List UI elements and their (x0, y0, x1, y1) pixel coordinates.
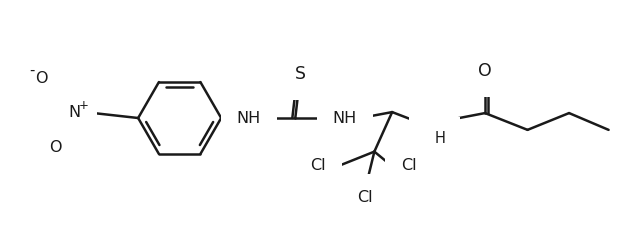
Text: N: N (69, 104, 81, 119)
Text: +: + (79, 99, 89, 112)
Text: Cl: Cl (401, 158, 417, 173)
Text: -: - (29, 63, 35, 78)
Text: O: O (35, 71, 47, 86)
Text: NH: NH (333, 110, 357, 125)
Text: O: O (478, 62, 492, 79)
Text: H: H (434, 131, 445, 146)
Text: Cl: Cl (356, 190, 372, 205)
Text: Cl: Cl (310, 158, 326, 173)
Text: O: O (49, 140, 61, 155)
Text: NH: NH (237, 110, 261, 125)
Text: N: N (424, 119, 436, 134)
Text: S: S (295, 64, 306, 83)
